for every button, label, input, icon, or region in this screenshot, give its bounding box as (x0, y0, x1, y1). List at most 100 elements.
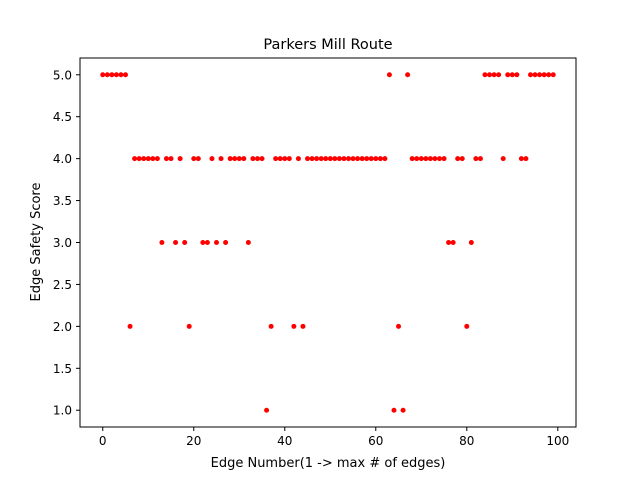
data-point (300, 323, 306, 329)
data-point (505, 72, 511, 78)
data-point (487, 72, 493, 78)
data-point (145, 156, 151, 162)
data-point (305, 156, 311, 162)
data-point (218, 156, 224, 162)
data-point (204, 240, 210, 245)
data-point (386, 72, 392, 78)
data-point (368, 156, 374, 162)
data-point (323, 156, 329, 162)
y-axis-label: Edge Safety Score (29, 183, 44, 302)
x-tick-label: 80 (459, 434, 474, 448)
data-point (227, 156, 233, 162)
data-point (418, 156, 424, 162)
data-point (432, 156, 438, 162)
y-tick-label: 3.5 (53, 194, 72, 208)
data-point (127, 323, 133, 329)
y-tick-label: 2.5 (53, 278, 72, 292)
data-point (427, 156, 433, 162)
y-axis-ticks: 1.0 1.5 2.0 2.5 3.0 3.5 4.0 4.5 5.0 (53, 68, 80, 418)
data-point (136, 156, 142, 162)
data-point (473, 156, 479, 162)
data-point (468, 240, 474, 245)
data-point (150, 156, 156, 162)
data-point (318, 156, 324, 162)
data-point (104, 72, 110, 78)
data-point (396, 323, 402, 329)
data-point (541, 72, 547, 78)
data-point (500, 156, 506, 162)
y-tick-label: 2.0 (53, 320, 72, 334)
data-point (132, 156, 138, 162)
data-point (254, 156, 260, 162)
data-point (464, 323, 470, 329)
y-tick-label: 1.0 (53, 404, 72, 418)
data-point (523, 156, 529, 162)
data-point (436, 156, 442, 162)
data-point (345, 156, 351, 162)
x-tick-label: 0 (99, 434, 107, 448)
data-point (382, 156, 388, 162)
data-point (405, 72, 411, 78)
data-point (168, 156, 174, 162)
data-point (154, 156, 160, 162)
x-tick-label: 40 (277, 434, 292, 448)
y-tick-label: 4.0 (53, 152, 72, 166)
data-point (546, 72, 552, 78)
x-axis-label: Edge Number(1 -> max # of edges) (211, 456, 446, 471)
data-point (141, 156, 147, 162)
data-point (123, 72, 128, 78)
data-point (309, 156, 315, 162)
chart-title: Parkers Mill Route (263, 37, 392, 53)
data-point (195, 156, 201, 162)
data-point (332, 156, 338, 162)
x-tick-label: 100 (546, 434, 569, 448)
x-tick-label: 60 (368, 434, 383, 448)
data-point (391, 407, 397, 413)
data-point (295, 156, 301, 162)
data-point (450, 240, 456, 245)
y-tick-label: 4.5 (53, 110, 72, 124)
data-point (528, 72, 533, 78)
data-point (277, 156, 283, 162)
data-point (182, 240, 188, 245)
data-point (268, 323, 274, 329)
data-points (100, 72, 556, 413)
data-point (282, 156, 288, 162)
data-point (477, 156, 483, 162)
data-point (455, 156, 461, 162)
data-point (509, 72, 515, 78)
y-tick-label: 1.5 (53, 362, 72, 376)
data-point (364, 156, 370, 162)
data-point (223, 240, 229, 245)
data-point (291, 323, 297, 329)
data-point (245, 240, 251, 245)
data-point (350, 156, 356, 162)
data-point (200, 240, 206, 245)
data-point (441, 156, 447, 162)
data-point (532, 72, 538, 78)
data-point (550, 72, 556, 78)
data-point (514, 72, 520, 78)
data-point (400, 407, 406, 413)
data-point (264, 407, 270, 413)
data-point (113, 72, 119, 78)
data-point (518, 156, 524, 162)
data-point (491, 72, 497, 78)
data-point (163, 156, 169, 162)
data-point (177, 156, 183, 162)
data-point (214, 240, 220, 245)
data-point (359, 156, 365, 162)
data-point (496, 72, 502, 78)
data-point (409, 156, 415, 162)
data-point (377, 156, 383, 162)
data-point (423, 156, 429, 162)
data-point (118, 72, 124, 78)
data-point (159, 240, 165, 245)
data-point (537, 72, 543, 78)
data-point (414, 156, 420, 162)
y-tick-label: 3.0 (53, 236, 72, 250)
data-point (273, 156, 279, 162)
data-point (241, 156, 247, 162)
